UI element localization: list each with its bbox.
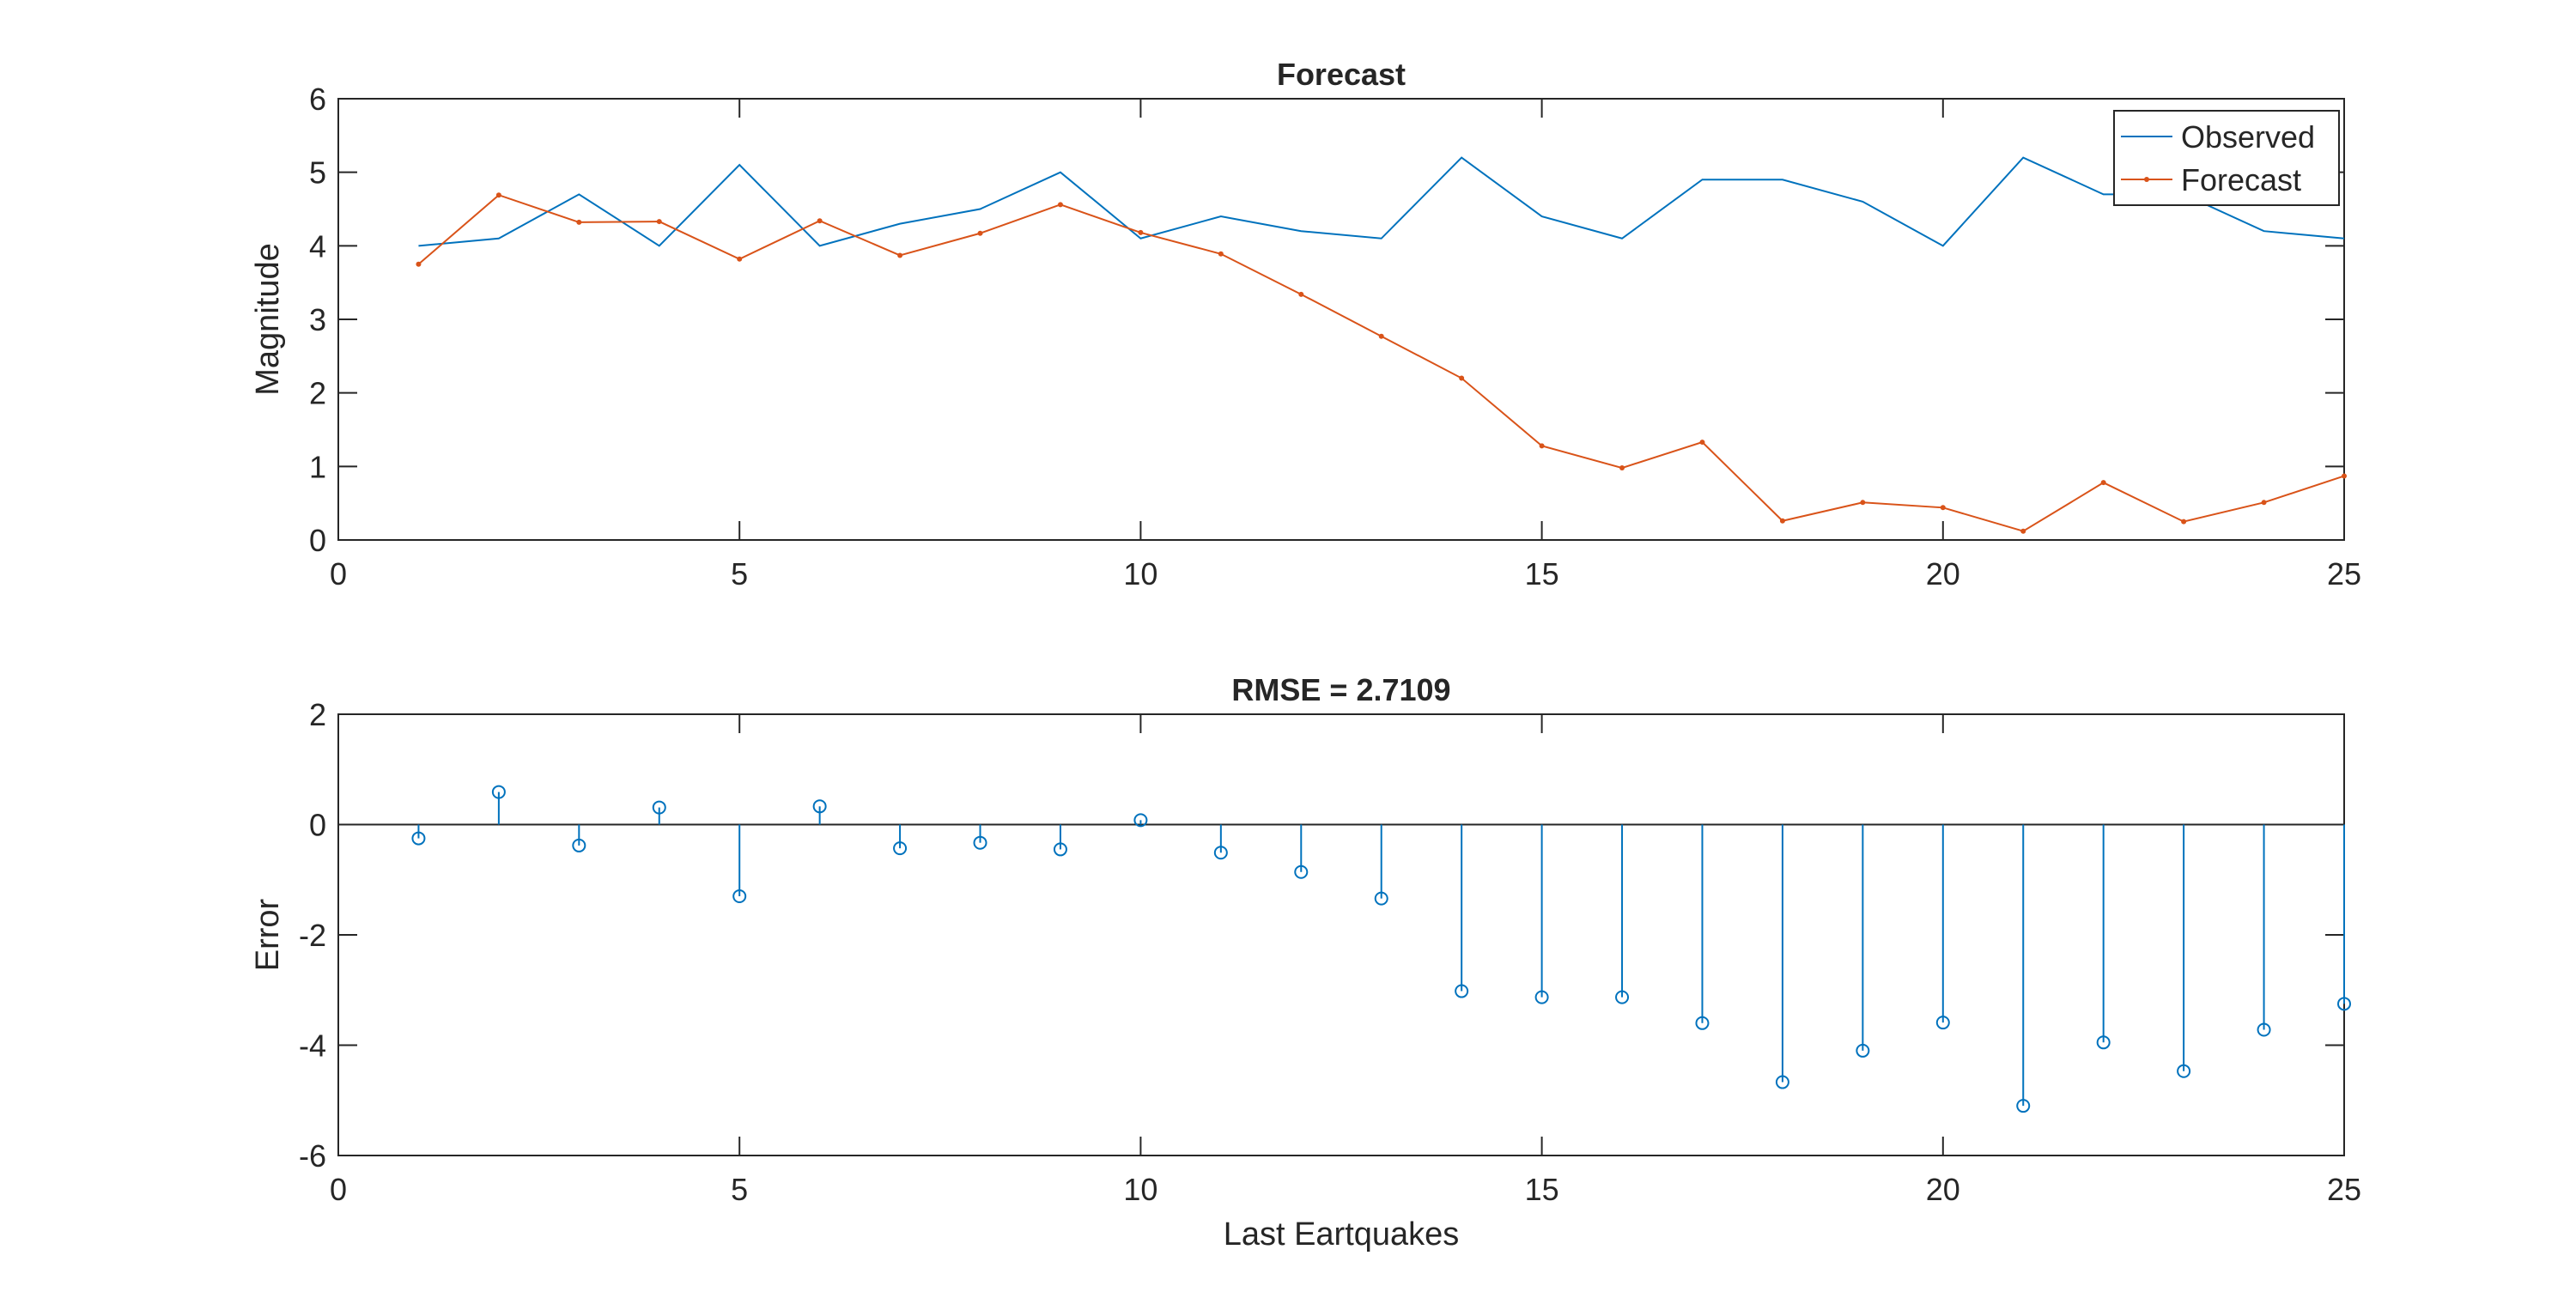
forecast-panel: 0 5 10 15 20 25 0 1 2 3 4 5 6 Forecast Magnitude Observ… — [250, 57, 2361, 591]
series-point-forecast — [656, 219, 662, 225]
error-xtick-label: 25 — [2327, 1172, 2361, 1207]
stem-marker — [973, 835, 987, 850]
series-point-forecast — [1298, 291, 1304, 297]
forecast-xtick-label: 0 — [330, 556, 347, 591]
error-panel: 0 5 10 15 20 25 -6 -4 -2 0 2 RMSE = 2.7109 Error Last… — [250, 672, 2361, 1253]
series-point-forecast — [1138, 229, 1144, 235]
series-point-forecast — [1699, 440, 1705, 446]
forecast-title: Forecast — [1277, 57, 1406, 92]
error-ytick-label: 2 — [309, 697, 326, 732]
series-point-forecast — [737, 256, 743, 262]
error-xtick-label: 20 — [1926, 1172, 1960, 1207]
stem-marker — [1455, 984, 1469, 998]
series-point-forecast — [2181, 519, 2187, 525]
stem-marker — [2177, 1064, 2191, 1078]
legend-marker-forecast — [2144, 177, 2149, 182]
forecast-ylabel: Magnitude — [250, 243, 286, 395]
series-point-forecast — [416, 261, 422, 267]
series-point-forecast — [1619, 465, 1625, 471]
stem-marker — [2337, 997, 2351, 1011]
stem-marker — [2016, 1099, 2031, 1113]
stem-marker — [491, 785, 506, 799]
series-point-forecast — [1779, 518, 1785, 524]
legend: Observed Forecast — [2113, 110, 2340, 206]
error-xtick-label: 10 — [1123, 1172, 1157, 1207]
stem-marker — [1294, 864, 1309, 879]
forecast-ytick-label: 4 — [309, 228, 326, 264]
stem-marker — [812, 799, 827, 814]
error-ytick-label: -6 — [299, 1138, 326, 1174]
series-point-forecast — [897, 252, 903, 258]
series-point-forecast — [576, 219, 582, 225]
stem-marker — [411, 831, 426, 846]
forecast-xtick-label: 20 — [1926, 556, 1960, 591]
series-point-forecast — [495, 192, 501, 198]
series-point-forecast — [817, 218, 823, 224]
error-title: RMSE = 2.7109 — [1231, 672, 1450, 707]
series-point-forecast — [2100, 480, 2106, 486]
stem-marker — [1856, 1043, 1870, 1058]
error-xlabel: Last Eartquakes — [1224, 1216, 1460, 1253]
error-xtick-label: 0 — [330, 1172, 347, 1207]
series-point-forecast — [1940, 505, 1946, 511]
series-point-forecast — [2342, 473, 2347, 479]
forecast-xtick-label: 5 — [731, 556, 748, 591]
stem-marker — [1534, 990, 1549, 1004]
forecast-xtick-label: 15 — [1525, 556, 1559, 591]
series-point-forecast — [2020, 528, 2026, 534]
error-ylabel: Error — [250, 898, 286, 971]
forecast-xtick-label: 10 — [1123, 556, 1157, 591]
stem-marker — [2257, 1022, 2271, 1037]
legend-box — [2113, 110, 2340, 206]
forecast-xtick-label: 25 — [2327, 556, 2361, 591]
series-point-forecast — [1218, 251, 1224, 257]
series-point-forecast — [2261, 500, 2267, 506]
stem-marker — [893, 841, 908, 856]
series-point-forecast — [1860, 500, 1866, 506]
stem-marker — [1213, 846, 1228, 860]
stem-marker — [1053, 842, 1067, 857]
error-xtick-label: 15 — [1525, 1172, 1559, 1207]
stem-marker — [1695, 1016, 1710, 1030]
forecast-ytick-label: 0 — [309, 523, 326, 558]
legend-entry: Forecast — [2181, 162, 2301, 197]
stem-marker — [1615, 990, 1630, 1004]
error-xtick-label: 5 — [731, 1172, 748, 1207]
stem-marker — [572, 838, 586, 852]
stem-marker — [652, 800, 666, 815]
forecast-ytick-label: 3 — [309, 302, 326, 337]
error-ytick-label: -2 — [299, 918, 326, 953]
stem-marker — [732, 889, 747, 904]
series-point-forecast — [1057, 202, 1063, 208]
stem-marker — [2096, 1035, 2111, 1050]
stem-marker — [1775, 1075, 1789, 1089]
forecast-ytick-label: 5 — [309, 155, 326, 191]
legend-entry: Observed — [2181, 119, 2315, 155]
forecast-ytick-label: 2 — [309, 376, 326, 411]
error-ytick-label: -4 — [299, 1028, 326, 1064]
series-line-observed — [418, 156, 2345, 247]
forecast-ytick-label: 1 — [309, 449, 326, 484]
stem-marker — [1935, 1016, 1950, 1030]
error-ytick-label: 0 — [309, 808, 326, 843]
series-point-forecast — [1378, 333, 1384, 339]
series-point-forecast — [977, 230, 983, 236]
stem-marker — [1374, 891, 1388, 906]
stem-marker — [1133, 813, 1148, 828]
series-point-forecast — [1539, 443, 1545, 449]
series-point-forecast — [1459, 375, 1465, 381]
forecast-ytick-label: 6 — [309, 82, 326, 117]
